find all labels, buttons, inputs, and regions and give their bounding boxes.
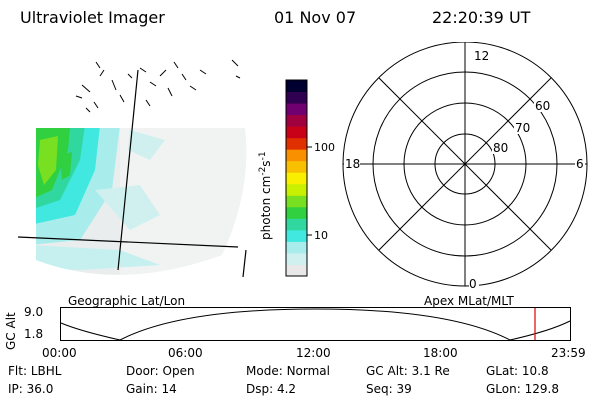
mlt-label-6: 6 <box>576 157 584 171</box>
status-value: 129.8 <box>524 382 559 396</box>
geographic-projection-label: Geographic Lat/Lon <box>68 294 186 308</box>
instrument-title: Ultraviolet Imager <box>20 8 165 27</box>
colorbar-swatch <box>286 114 307 127</box>
status-label: GC Alt: <box>366 364 408 378</box>
status-label: Seq: <box>366 382 393 396</box>
lat-label-80: 80 <box>493 141 508 155</box>
lat-label-60: 60 <box>535 99 550 113</box>
status-dsp: Dsp: 4.2 <box>246 382 296 396</box>
altitude-ytick-max: 9.0 <box>24 305 44 319</box>
colorbar-swatch <box>286 195 307 208</box>
status-flt: Flt: LBHL <box>8 364 61 378</box>
altitude-xtick-4: 23:59 <box>551 346 586 360</box>
colorbar: 100 10 <box>285 79 335 277</box>
status-value: Open <box>162 364 195 378</box>
colorbar-swatch <box>286 126 307 139</box>
status-glon: GLon: 129.8 <box>486 382 559 396</box>
colorbar-swatch <box>286 160 307 173</box>
colorbar-swatch <box>286 264 307 277</box>
colorbar-swatch <box>286 91 307 104</box>
status-ip: IP: 36.0 <box>8 382 53 396</box>
lat-label-70: 70 <box>515 121 530 135</box>
colorbar-swatch <box>286 206 307 219</box>
mlt-label-0: 0 <box>469 277 477 291</box>
status-label: Mode: <box>246 364 283 378</box>
colorbar-swatch <box>286 241 307 254</box>
observation-date: 01 Nov 07 <box>274 8 357 27</box>
colorbar-frame <box>285 79 308 277</box>
altitude-axis-label: GC Alt <box>4 312 18 350</box>
colorbar-swatch <box>286 183 307 196</box>
status-label: Dsp: <box>246 382 274 396</box>
unit-s: s <box>259 160 273 167</box>
observation-time: 22:20:39 UT <box>432 8 531 27</box>
colorbar-swatch <box>286 229 307 242</box>
unit-exp-cm: -2 <box>258 166 268 176</box>
status-value: 4.2 <box>276 382 297 396</box>
colorbar-label-10: 10 <box>314 229 328 242</box>
status-label: Flt: <box>8 364 27 378</box>
altitude-xtick-1: 06:00 <box>168 346 203 360</box>
altitude-curve <box>60 308 571 341</box>
colorbar-swatch <box>286 80 307 93</box>
status-value: 36.0 <box>26 382 54 396</box>
status-value: 39 <box>396 382 412 396</box>
altitude-xtick-2: 12:00 <box>296 346 331 360</box>
status-value: 14 <box>161 382 177 396</box>
colorbar-swatch <box>286 252 307 265</box>
altitude-chart-frame <box>60 307 571 341</box>
geographic-image-panel <box>17 59 247 278</box>
status-value: 3.1 Re <box>411 364 450 378</box>
unit-exp-s: -1 <box>258 151 268 161</box>
mlt-label-18: 18 <box>345 157 360 171</box>
status-mode: Mode: Normal <box>246 364 330 378</box>
colorbar-swatch <box>286 137 307 150</box>
lat-lon-grid-lines <box>17 69 247 278</box>
status-gc-alt: GC Alt: 3.1 Re <box>366 364 450 378</box>
status-glat: GLat: 10.8 <box>486 364 549 378</box>
status-gain: Gain: 14 <box>126 382 177 396</box>
status-value: Normal <box>286 364 330 378</box>
colorbar-label-100: 100 <box>314 141 335 154</box>
colorbar-swatch <box>286 218 307 231</box>
status-door: Door: Open <box>126 364 195 378</box>
star-field-marks <box>75 59 241 113</box>
status-label: GLat: <box>486 364 519 378</box>
altitude-xtick-0: 00:00 <box>42 346 77 360</box>
status-seq: Seq: 39 <box>366 382 412 396</box>
unit-text: photon cm <box>259 175 273 240</box>
mlt-label-12: 12 <box>474 49 489 63</box>
status-label: GLon: <box>486 382 521 396</box>
status-label: IP: <box>8 382 23 396</box>
colorbar-swatch <box>286 149 307 162</box>
status-value: LBHL <box>30 364 62 378</box>
colorbar-swatch <box>286 172 307 185</box>
altitude-chart <box>60 307 571 341</box>
altitude-xtick-3: 18:00 <box>423 346 458 360</box>
apex-projection-label: Apex MLat/MLT <box>424 294 514 308</box>
status-value: 10.8 <box>521 364 549 378</box>
status-label: Gain: <box>126 382 158 396</box>
polar-grid <box>342 42 588 287</box>
polar-mlat-mlt-plot: 12 0 18 6 60 70 80 <box>342 42 588 291</box>
colorbar-unit-label: photon cm-2s-1 <box>258 151 273 240</box>
status-label: Door: <box>126 364 159 378</box>
colorbar-swatch <box>286 103 307 116</box>
auroral-emission-map <box>36 128 247 275</box>
altitude-ytick-min: 1.8 <box>24 327 44 341</box>
colorbar-swatches <box>286 80 307 277</box>
